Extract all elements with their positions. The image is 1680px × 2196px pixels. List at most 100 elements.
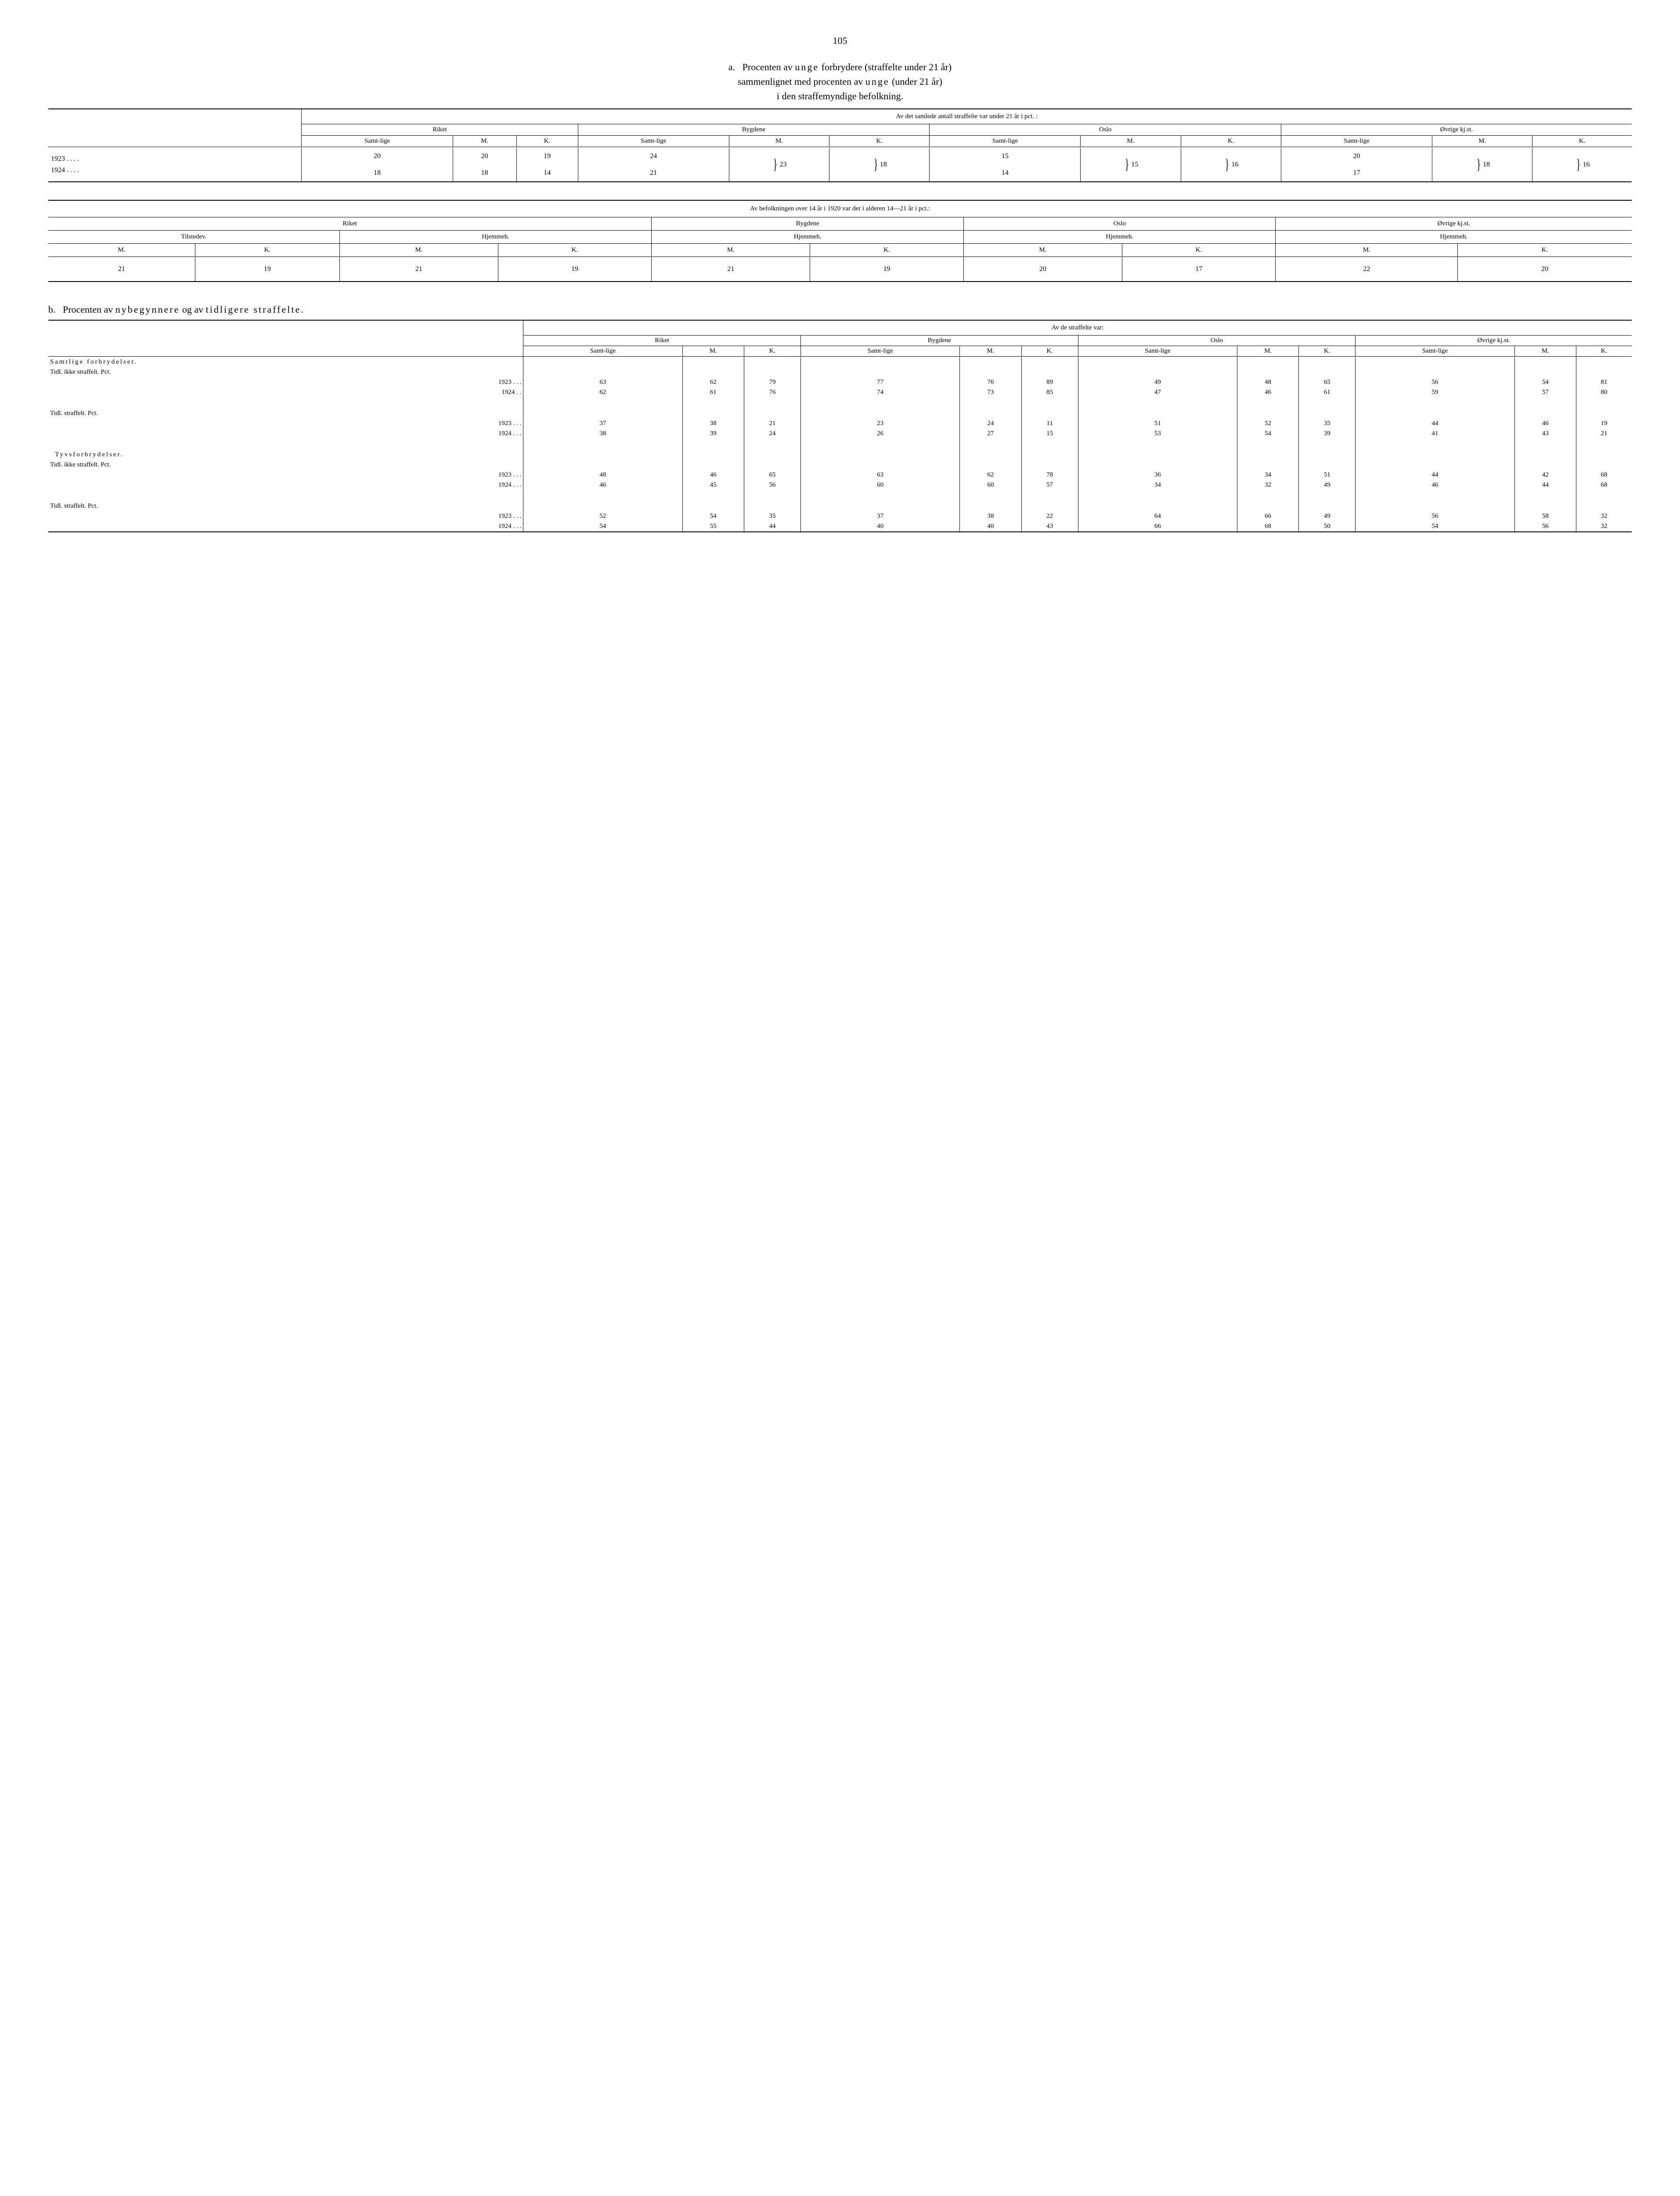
cell: 54: [1356, 521, 1514, 532]
cell: [1021, 357, 1078, 367]
cell: 46: [1514, 419, 1576, 429]
cell: [1299, 357, 1356, 367]
cell: 34: [1078, 480, 1237, 490]
cell: [523, 460, 682, 470]
cell: 19: [810, 257, 964, 282]
cell: 15: [930, 148, 1081, 165]
cell: 35: [1299, 419, 1356, 429]
cell: [1576, 357, 1632, 367]
cell: [1299, 367, 1356, 377]
cell: [744, 397, 800, 408]
cell: 54: [1514, 377, 1576, 387]
cell: [682, 460, 744, 470]
year-label: 1924 . . .: [48, 429, 523, 439]
sub: Hjemmeh.: [339, 231, 652, 244]
cell: [1078, 439, 1237, 450]
cell: 38: [960, 511, 1021, 521]
cell: [1514, 439, 1576, 450]
cell: [1078, 490, 1237, 501]
year-label: 1924 . . .: [48, 480, 523, 490]
cell: [1576, 501, 1632, 511]
cell: 59: [1356, 387, 1514, 397]
cell: 60: [801, 480, 960, 490]
cell: [801, 357, 960, 367]
cell: [1078, 450, 1237, 460]
subcol: K.: [1181, 136, 1281, 147]
cell: 49: [1299, 511, 1356, 521]
cell: 22: [1276, 257, 1458, 282]
cell: 20: [302, 148, 453, 165]
table-b: Av de straffelte var: Riket Bygdene Oslo…: [48, 320, 1632, 532]
cell: [960, 460, 1021, 470]
cell: 68: [1576, 470, 1632, 480]
cell: [1078, 397, 1237, 408]
cell: [1237, 408, 1298, 419]
cell: [960, 367, 1021, 377]
year-label: 1924 . .: [48, 387, 523, 397]
cell: [682, 357, 744, 367]
cell: [1576, 397, 1632, 408]
cell: 43: [1021, 521, 1078, 532]
cell: [1021, 450, 1078, 460]
cell: [1021, 460, 1078, 470]
cell: [744, 501, 800, 511]
cell: 21: [578, 165, 729, 182]
cell: 56: [1356, 377, 1514, 387]
cell: [682, 408, 744, 419]
subcol: Samt-lige: [1078, 346, 1237, 357]
cell: [523, 439, 682, 450]
category-label: Tidl. straffelt. Pct.: [48, 408, 523, 419]
region: Riket: [48, 217, 652, 231]
cell: [960, 408, 1021, 419]
cell: 62: [960, 470, 1021, 480]
cell: }16: [1181, 148, 1281, 182]
cell: [1576, 439, 1632, 450]
cell: 78: [1021, 470, 1078, 480]
cell: [682, 397, 744, 408]
cell: [1078, 501, 1237, 511]
cell: [1021, 501, 1078, 511]
cell: [1021, 439, 1078, 450]
cell: [1356, 490, 1514, 501]
cell: 57: [1021, 480, 1078, 490]
cell: [1514, 460, 1576, 470]
spanner-a1: Av det samlede antall straffelte var und…: [302, 109, 1632, 124]
cell: [1356, 439, 1514, 450]
cell: 63: [523, 377, 682, 387]
cell: 15: [1021, 429, 1078, 439]
cell: [523, 490, 682, 501]
region-oslo: Oslo: [930, 124, 1281, 136]
cell: 77: [801, 377, 960, 387]
subcol: Samt-lige: [523, 346, 682, 357]
subcol: K.: [1532, 136, 1632, 147]
cell: [682, 501, 744, 511]
cell: 40: [960, 521, 1021, 532]
cell: 19: [195, 257, 339, 282]
cell: 52: [1237, 419, 1298, 429]
cell: 20: [1281, 148, 1432, 165]
region: Riket: [523, 336, 801, 346]
cell: [960, 450, 1021, 460]
group-header: Tyvsforbrydelser.: [48, 450, 523, 460]
cell: [1021, 490, 1078, 501]
cell: [744, 357, 800, 367]
cell: [801, 450, 960, 460]
mk: K.: [498, 244, 652, 257]
category-label: Tidl. ikke straffelt. Pct.: [48, 367, 523, 377]
cell: 36: [1078, 470, 1237, 480]
cell: [1299, 450, 1356, 460]
spanner-b: Av de straffelte var:: [523, 320, 1632, 336]
cell: 66: [1078, 521, 1237, 532]
section-a-label: a.: [728, 61, 735, 72]
cell: 27: [960, 429, 1021, 439]
cell: }18: [1432, 148, 1532, 182]
mk: M.: [339, 244, 498, 257]
cell: 18: [453, 165, 516, 182]
cell: 62: [523, 387, 682, 397]
cell: [960, 397, 1021, 408]
category-label: Tidl. straffelt. Pct.: [48, 501, 523, 511]
sub: Hjemmeh.: [652, 231, 964, 244]
cell: [523, 408, 682, 419]
cell: 44: [1356, 470, 1514, 480]
cell: [960, 501, 1021, 511]
